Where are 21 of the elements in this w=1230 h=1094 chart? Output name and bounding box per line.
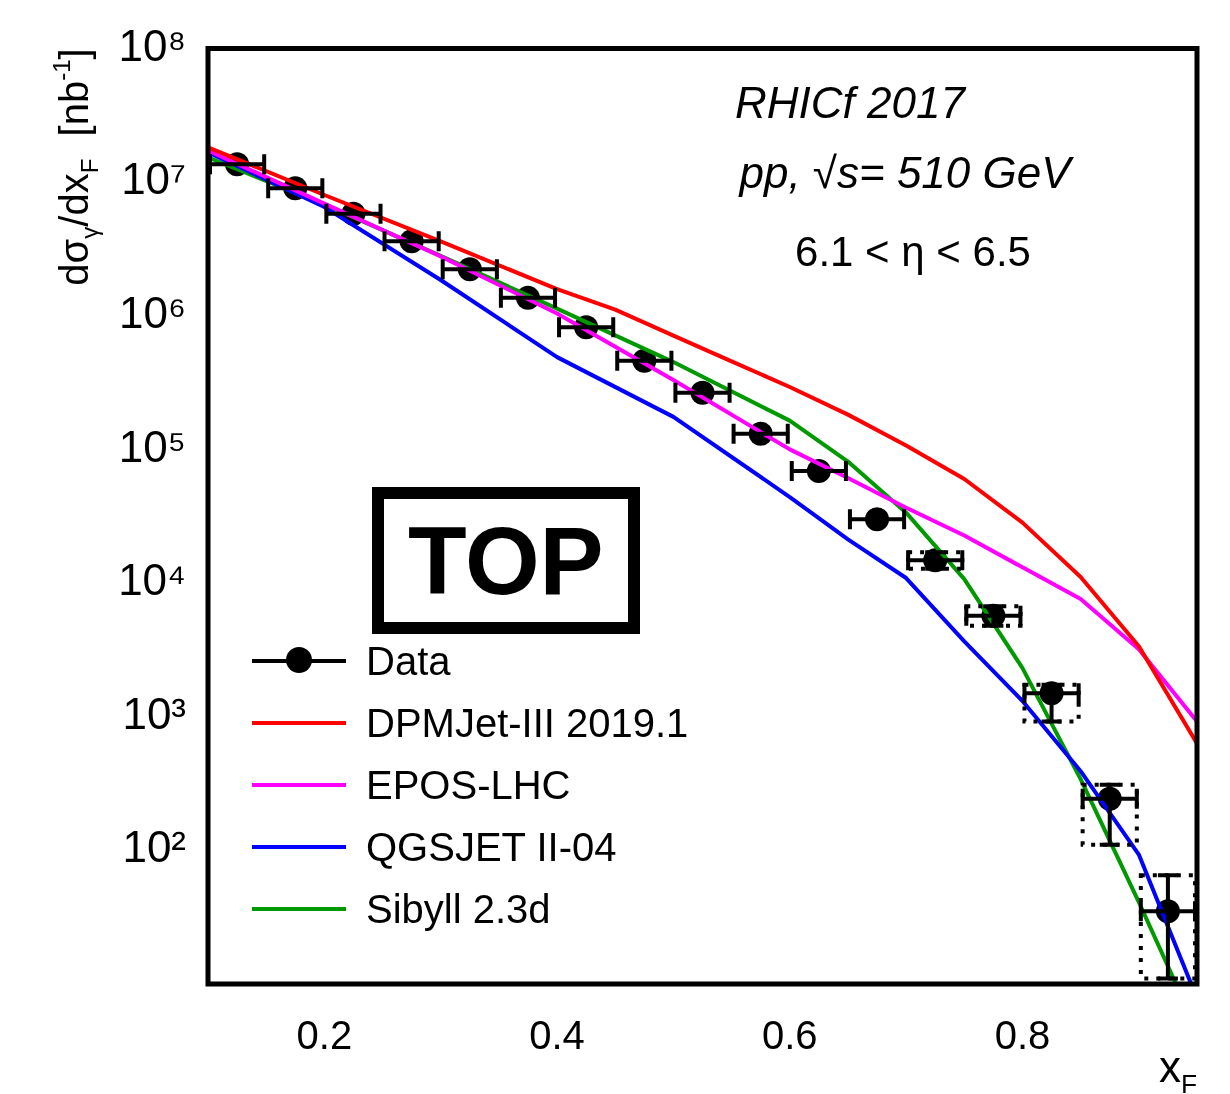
x-tick-label: 0.6 bbox=[761, 1013, 818, 1058]
legend-label: EPOS-LHC bbox=[366, 762, 571, 808]
x-tick-label: 0.8 bbox=[994, 1013, 1051, 1058]
legend-label: DPMJet-III 2019.1 bbox=[366, 700, 689, 746]
annotation: TOP bbox=[372, 487, 640, 635]
x-tick-label: 0.2 bbox=[296, 1013, 353, 1058]
annotation: 6.1 < η < 6.5 bbox=[795, 228, 1031, 275]
legend-label: QGSJET II-04 bbox=[366, 824, 617, 870]
legend-label: Data bbox=[366, 638, 451, 684]
y-tick-label: 10⁴ bbox=[118, 555, 186, 605]
annotation: pp, √s= 510 GeV bbox=[737, 148, 1075, 197]
y-tick-label: 10² bbox=[122, 822, 186, 872]
y-tick-label: 10⁸ bbox=[118, 20, 186, 70]
y-tick-label: 10³ bbox=[122, 688, 186, 738]
y-tick-label: 10⁵ bbox=[118, 421, 186, 471]
y-tick-label: 10⁷ bbox=[121, 154, 186, 204]
y-axis-title: dσγ/dxF [nb-1] bbox=[48, 48, 103, 286]
legend-label: Sibyll 2.3d bbox=[366, 886, 551, 932]
y-tick-label: 10⁶ bbox=[118, 287, 186, 337]
annotation: RHICf 2017 bbox=[735, 78, 967, 127]
x-tick-label: 0.4 bbox=[529, 1013, 585, 1058]
